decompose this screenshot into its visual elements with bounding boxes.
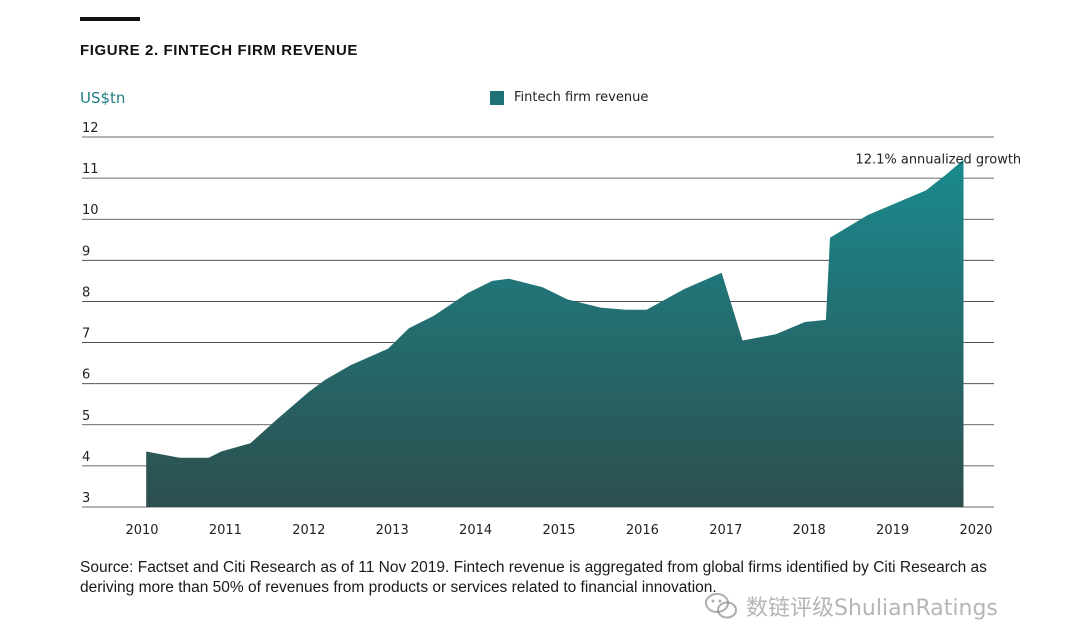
chart-legend: Fintech firm revenue	[490, 90, 648, 105]
legend-entry-label: Fintech firm revenue	[514, 90, 649, 105]
y-tick-label-10: 10	[82, 203, 99, 218]
top-rule	[80, 17, 140, 21]
figure-title: FIGURE 2. FINTECH FIRM REVENUE	[80, 42, 359, 59]
x-tick-labels: 2010 2011 2012 2013 2014 2015 2016 2017 2018 2019…	[125, 523, 992, 538]
wechat-icon	[705, 593, 737, 619]
y-tick-label-7: 7	[82, 327, 90, 342]
source-note: Source: Factset and Citi Research as of …	[80, 559, 987, 596]
y-tick-labels: 3 4 5 6 7 8 9 10 11 12	[82, 121, 99, 506]
x-tick-label-2017: 2017	[709, 523, 742, 538]
x-tick-label-2013: 2013	[376, 523, 409, 538]
y-tick-label-9: 9	[82, 244, 90, 259]
x-tick-label-2015: 2015	[542, 523, 575, 538]
annotations: 12.1% annualized growth	[855, 153, 1021, 168]
x-tick-label-2018: 2018	[793, 523, 826, 538]
x-tick-label-2010: 2010	[125, 523, 158, 538]
annotation-growth: 12.1% annualized growth	[855, 153, 1021, 168]
x-tick-label-2016: 2016	[626, 523, 659, 538]
y-tick-label-3: 3	[82, 491, 90, 506]
y-tick-label-4: 4	[82, 450, 90, 465]
y-tick-label-8: 8	[82, 285, 90, 300]
x-tick-label-2012: 2012	[292, 523, 325, 538]
y-tick-label-12: 12	[82, 121, 99, 136]
x-tick-label-2020: 2020	[959, 523, 992, 538]
watermark: 数链评级ShulianRatings	[704, 590, 998, 622]
x-tick-label-2019: 2019	[876, 523, 909, 538]
series-area-group	[146, 159, 964, 507]
series-area-fintech-firm-revenue	[146, 159, 964, 507]
y-tick-label-11: 11	[82, 162, 99, 177]
y-tick-label-5: 5	[82, 409, 90, 424]
x-tick-label-2011: 2011	[209, 523, 242, 538]
y-axis-unit-label: US$tn	[80, 89, 126, 107]
y-tick-label-6: 6	[82, 368, 90, 383]
x-tick-label-2014: 2014	[459, 523, 492, 538]
legend-swatch	[490, 90, 504, 105]
watermark-text: 数链评级ShulianRatings	[746, 596, 998, 621]
